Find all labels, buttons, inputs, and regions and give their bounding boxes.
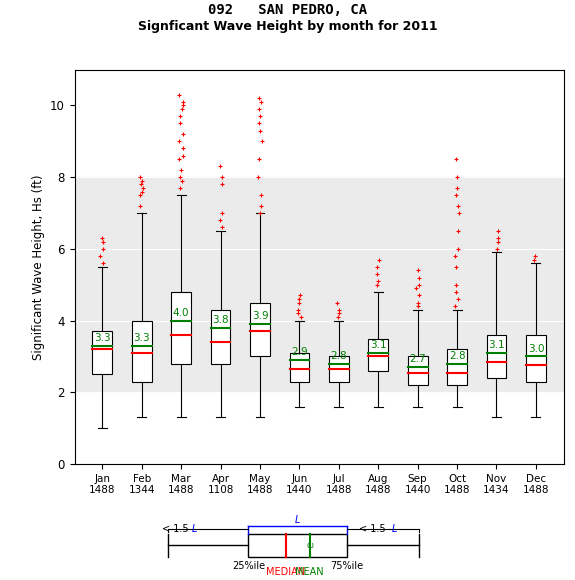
Text: 2.9: 2.9 — [291, 347, 308, 357]
Bar — [526, 335, 546, 382]
Text: L: L — [392, 524, 397, 534]
Text: ω: ω — [306, 541, 313, 550]
Text: 2.8: 2.8 — [448, 351, 465, 361]
Text: 3.0: 3.0 — [528, 343, 544, 354]
Bar — [248, 534, 347, 557]
Text: MEAN: MEAN — [296, 567, 324, 577]
Text: Signficant Wave Height by month for 2011: Signficant Wave Height by month for 2011 — [137, 20, 438, 33]
Bar — [250, 303, 270, 357]
Bar — [210, 310, 231, 364]
Bar — [93, 331, 112, 374]
Text: 3.1: 3.1 — [488, 340, 505, 350]
Text: 092   SAN PEDRO, CA: 092 SAN PEDRO, CA — [208, 3, 367, 17]
Bar — [329, 357, 348, 382]
Text: 25%ile: 25%ile — [232, 561, 265, 571]
Bar — [408, 357, 428, 385]
Text: 2.7: 2.7 — [409, 354, 426, 364]
Text: 3.1: 3.1 — [370, 340, 386, 350]
Text: 3.8: 3.8 — [212, 315, 229, 325]
Bar — [290, 353, 309, 382]
Text: 75%ile: 75%ile — [331, 561, 363, 571]
Text: 4.0: 4.0 — [173, 308, 189, 318]
Bar — [447, 349, 467, 385]
Text: MEDIAN: MEDIAN — [266, 567, 305, 577]
Bar — [486, 335, 507, 378]
Bar — [132, 321, 152, 382]
Bar — [75, 177, 564, 392]
Text: 3.9: 3.9 — [252, 311, 269, 321]
Text: 2.8: 2.8 — [331, 351, 347, 361]
Bar — [369, 339, 388, 371]
Y-axis label: Significant Wave Height, Hs (ft): Significant Wave Height, Hs (ft) — [32, 174, 45, 360]
Text: L: L — [191, 524, 197, 534]
Text: < 1.5: < 1.5 — [162, 524, 191, 534]
Text: 3.3: 3.3 — [94, 333, 110, 343]
Text: 3.3: 3.3 — [133, 333, 150, 343]
Text: < 1.5: < 1.5 — [359, 524, 389, 534]
Bar — [171, 292, 191, 364]
Text: L: L — [295, 515, 300, 525]
